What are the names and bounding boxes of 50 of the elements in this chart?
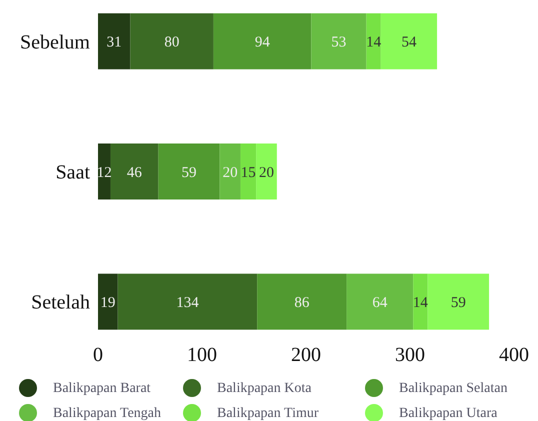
x-tick-label: 0	[93, 344, 103, 366]
legend-label: Balikpapan Utara	[399, 406, 498, 421]
data-label: 19	[100, 294, 116, 311]
x-tick-label: 400	[499, 344, 529, 366]
bar	[346, 274, 414, 330]
data-label: 12	[96, 164, 112, 181]
data-label: 31	[106, 34, 122, 51]
bar	[130, 13, 214, 70]
data-label: 80	[164, 34, 180, 51]
bar	[428, 274, 490, 330]
data-label: 53	[331, 34, 346, 51]
x-tick-label: 300	[395, 344, 425, 366]
data-label: 14	[412, 294, 428, 311]
bar	[110, 144, 158, 200]
data-label: 59	[182, 164, 196, 181]
data-label: 20	[222, 164, 238, 181]
bar	[240, 144, 256, 200]
legend-label: Balikpapan Timur	[217, 406, 319, 421]
bar	[257, 274, 347, 330]
data-label: 59	[450, 294, 466, 311]
bar	[98, 274, 118, 330]
data-label: 14	[366, 34, 382, 51]
legend-label: Balikpapan Kota	[217, 381, 312, 396]
x-tick-label: 200	[291, 344, 321, 366]
bar	[366, 13, 381, 70]
bar	[213, 13, 312, 70]
bar	[380, 13, 438, 70]
bar	[98, 13, 130, 70]
data-label: 15	[240, 164, 256, 181]
bar	[158, 144, 220, 200]
bar	[311, 13, 366, 70]
bar	[220, 144, 240, 200]
data-label: 94	[254, 34, 270, 51]
bar	[98, 144, 110, 200]
data-label: 64	[372, 294, 388, 311]
data-label: 86	[294, 294, 310, 311]
bar	[256, 144, 277, 200]
legend-label: Balikpapan Selatan	[399, 381, 508, 396]
y-tick-label: Sebelum	[20, 31, 90, 54]
bar	[413, 274, 428, 330]
bar	[118, 274, 258, 330]
x-tick-label: 100	[187, 344, 217, 366]
data-label: 46	[126, 164, 142, 181]
data-label: 134	[176, 294, 200, 311]
data-label: 54	[401, 34, 417, 51]
y-tick-label: Setelah	[31, 292, 90, 314]
y-tick-label: Saat	[56, 162, 90, 184]
data-label: 20	[258, 164, 274, 181]
legend-label: Balikpapan Barat	[53, 381, 151, 396]
legend-label: Balikpapan Tengah	[53, 406, 162, 421]
